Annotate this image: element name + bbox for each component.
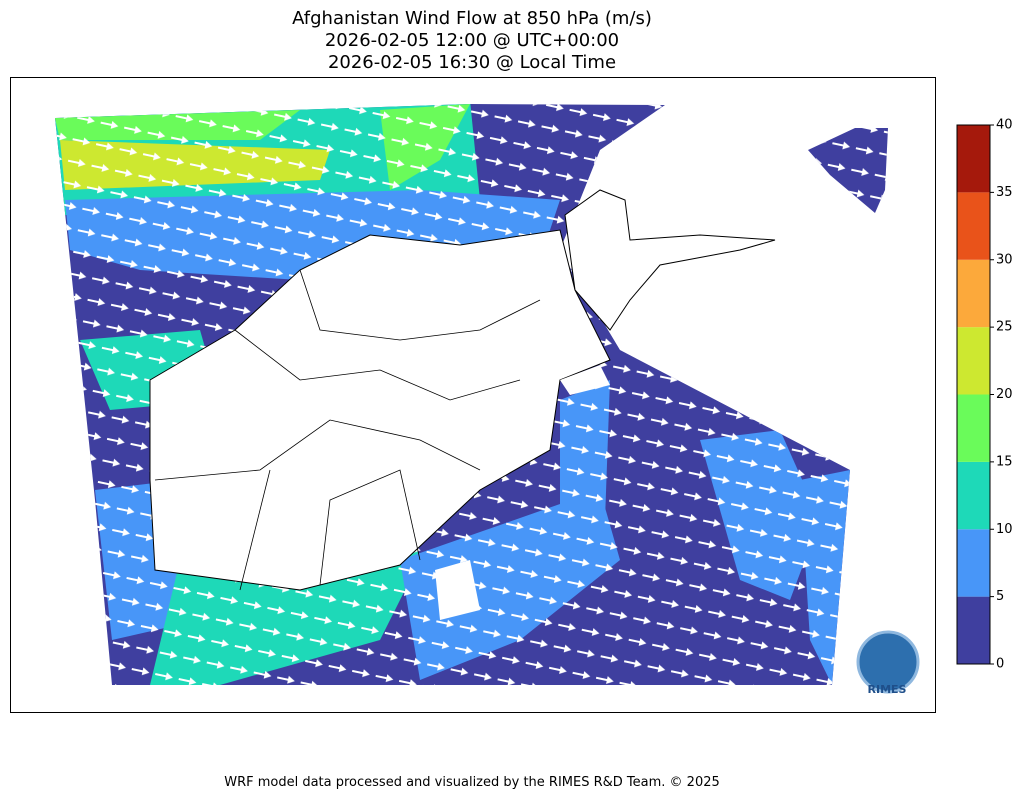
colorbar-tick-label: 15 — [996, 454, 1013, 469]
title: 2026-02-05 16:30 @ Local Time — [328, 52, 616, 73]
colorbar-segment — [957, 125, 990, 193]
colorbar: 0 5 10 15 20 25 30 35 40 — [956, 118, 1013, 672]
colorbar-segment — [957, 529, 990, 597]
wind-arrows — [808, 128, 888, 213]
colorbar-tick-label: 10 — [996, 522, 1013, 537]
colorbar-segment — [957, 461, 990, 530]
logo-text: RIMES — [868, 683, 907, 696]
colorbar-segment — [957, 394, 990, 462]
country-outline — [149, 229, 611, 591]
colorbar-tick-label: 30 — [996, 252, 1013, 267]
colorbar-tick-label: 40 — [996, 118, 1013, 133]
colorbar-tick-label: 25 — [996, 320, 1013, 335]
region-outline — [564, 189, 776, 331]
terrain-mask — [435, 365, 610, 620]
colorbar-tick-label: 0 — [996, 657, 1004, 672]
title: Afghanistan Wind Flow at 850 hPa (m/s) — [292, 8, 652, 29]
title: 2026-02-05 12:00 @ UTC+00:00 — [325, 30, 619, 51]
colorbar-segment — [957, 596, 990, 664]
colorbar-tick-label: 5 — [996, 589, 1004, 604]
colorbar-segment — [957, 327, 990, 395]
province-borders — [154, 269, 541, 591]
colorbar-tick-label: 20 — [996, 387, 1013, 402]
colorbar-segment — [957, 192, 990, 260]
logo — [856, 630, 920, 694]
colorbar-segment — [957, 259, 990, 328]
footer: WRF model data processed and visualized … — [224, 775, 720, 790]
colorbar-tick-label: 35 — [996, 185, 1013, 200]
